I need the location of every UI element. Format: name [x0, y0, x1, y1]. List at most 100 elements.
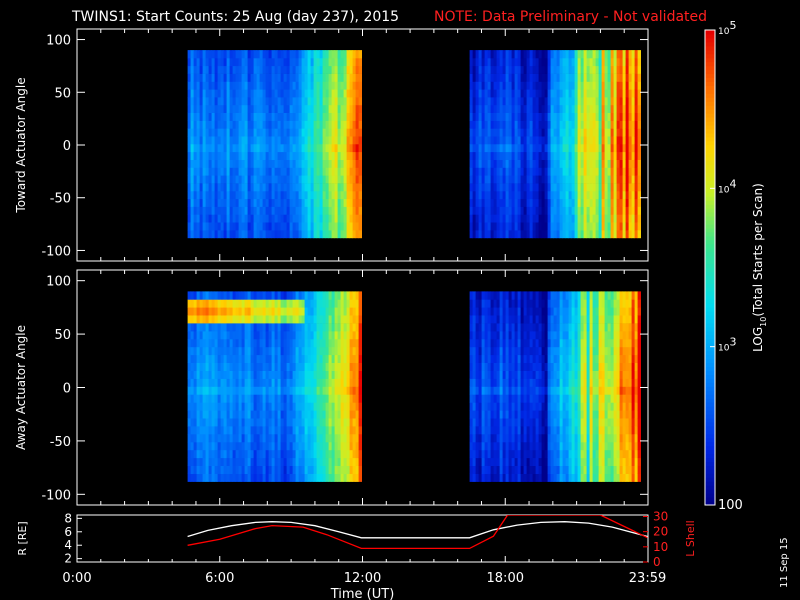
heat-cell	[256, 426, 260, 435]
heat-cell	[256, 89, 260, 98]
heat-cell	[544, 57, 548, 67]
heat-cell	[556, 136, 560, 145]
heat-cell	[304, 112, 308, 121]
heat-cell	[478, 183, 482, 192]
heat-cell	[337, 378, 341, 387]
heat-cell	[277, 151, 281, 160]
heat-cell	[493, 81, 497, 90]
heat-cell	[481, 81, 485, 90]
heat-cell	[481, 410, 485, 419]
heat-cell	[280, 354, 284, 363]
heat-cell	[544, 338, 548, 348]
heat-cell	[520, 151, 524, 160]
heat-cell	[232, 370, 236, 379]
heat-cell	[310, 465, 314, 474]
heat-cell	[532, 65, 536, 74]
heat-cell	[244, 473, 248, 482]
heat-cell	[637, 183, 641, 192]
heat-cell	[289, 128, 293, 137]
heat-cell	[493, 104, 497, 113]
heat-cell	[535, 338, 539, 348]
heat-cell	[592, 136, 596, 145]
heat-cell	[469, 222, 473, 231]
heat-cell	[196, 214, 200, 223]
heat-cell	[310, 299, 314, 308]
heat-cell	[292, 198, 296, 207]
heat-cell	[214, 457, 218, 466]
heat-cell	[514, 386, 518, 395]
heat-cell	[562, 402, 566, 411]
heat-cell	[241, 230, 245, 239]
heat-cell	[505, 183, 509, 192]
heat-cell	[301, 81, 305, 90]
heat-cell	[355, 354, 359, 363]
heat-cell	[325, 299, 329, 308]
heat-cell	[493, 183, 497, 192]
heat-cell	[292, 112, 296, 121]
heat-cell	[556, 97, 560, 106]
heat-cell	[241, 299, 245, 308]
heat-cell	[496, 198, 500, 207]
heat-cell	[304, 434, 308, 443]
heat-cell	[628, 112, 632, 121]
heat-cell	[517, 190, 521, 200]
heat-cell	[331, 307, 335, 316]
heat-cell	[307, 104, 311, 113]
heat-cell	[274, 354, 278, 363]
heat-cell	[589, 190, 593, 200]
heat-cell	[520, 465, 524, 474]
heat-cell	[268, 315, 272, 324]
heat-cell	[619, 112, 623, 121]
heat-cell	[250, 457, 254, 466]
heat-cell	[244, 73, 248, 82]
heat-cell	[253, 89, 257, 98]
heat-cell	[523, 143, 527, 153]
heat-cell	[475, 104, 479, 113]
heat-cell	[619, 73, 623, 82]
heat-cell	[520, 198, 524, 207]
heat-cell	[211, 362, 215, 371]
heat-cell	[331, 73, 335, 82]
heat-cell	[232, 354, 236, 363]
heat-cell	[580, 73, 584, 82]
heat-cell	[517, 449, 521, 459]
heat-cell	[205, 151, 209, 160]
heat-cell	[223, 315, 227, 324]
heat-cell	[529, 394, 533, 403]
heat-cell	[250, 323, 254, 332]
heat-cell	[328, 331, 332, 340]
heat-cell	[544, 473, 548, 482]
heat-cell	[286, 418, 290, 427]
heat-cell	[541, 175, 545, 184]
heat-cell	[235, 222, 239, 231]
heat-cell	[604, 222, 608, 231]
heat-cell	[355, 331, 359, 340]
heat-cell	[265, 323, 269, 332]
heat-cell	[256, 214, 260, 223]
heat-cell	[517, 465, 521, 474]
heat-cell	[487, 73, 491, 82]
heat-cell	[226, 386, 230, 395]
heat-cell	[631, 97, 635, 106]
heat-cell	[511, 346, 515, 356]
heat-cell	[502, 183, 506, 192]
heat-cell	[187, 214, 191, 223]
heat-cell	[250, 73, 254, 82]
heat-cell	[577, 167, 581, 176]
heat-cell	[550, 230, 554, 239]
heat-cell	[604, 206, 608, 215]
heat-cell	[352, 426, 356, 435]
heat-cell	[511, 370, 515, 379]
heat-cell	[631, 112, 635, 121]
heat-cell	[337, 50, 341, 59]
heat-cell	[205, 143, 209, 153]
heat-cell	[523, 198, 527, 207]
heat-cell	[271, 73, 275, 82]
heat-cell	[535, 57, 539, 67]
heat-cell	[190, 323, 194, 332]
heat-cell	[328, 104, 332, 113]
heat-cell	[346, 449, 350, 459]
heat-cell	[586, 183, 590, 192]
heat-cell	[256, 104, 260, 113]
heat-cell	[541, 465, 545, 474]
